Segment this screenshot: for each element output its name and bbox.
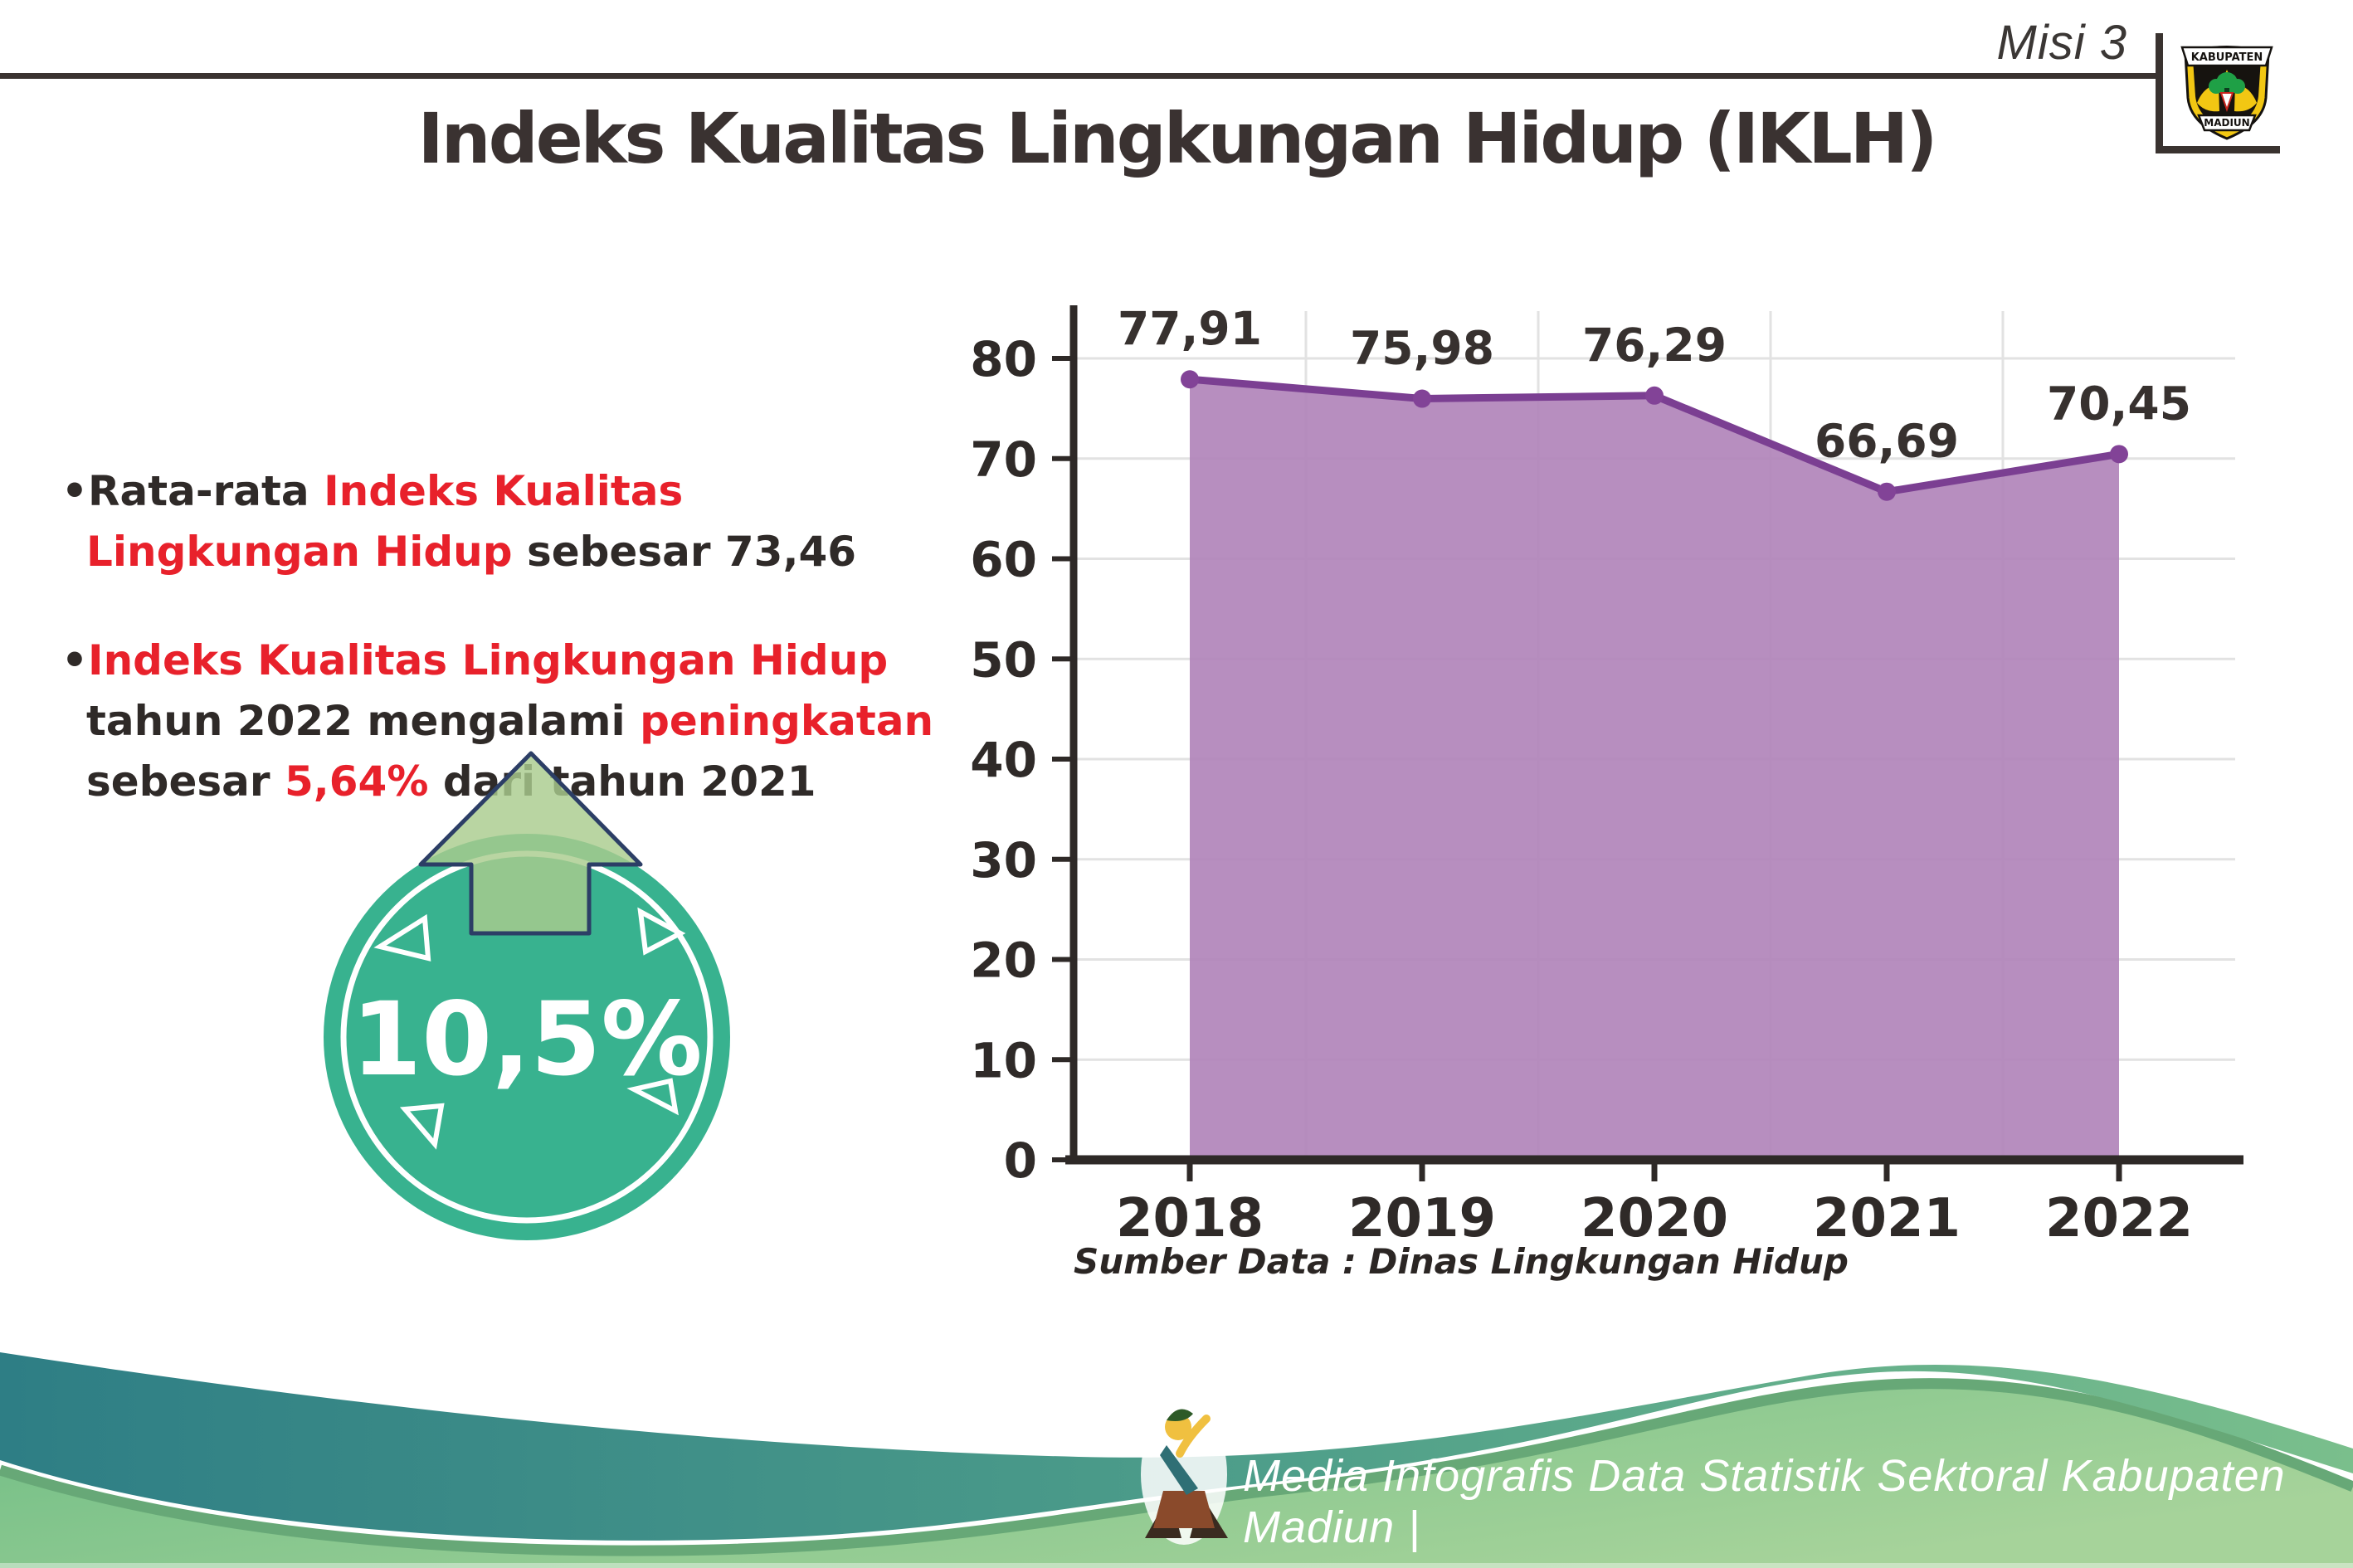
x-tick-label: 2022	[2045, 1188, 2193, 1249]
mascot-skirt	[1153, 1491, 1215, 1528]
logo-frame-vertical	[2156, 33, 2163, 153]
x-tick-label: 2021	[1813, 1188, 1961, 1249]
x-tick-label: 2018	[1116, 1188, 1264, 1249]
footer-hill-rim	[0, 1378, 2353, 1556]
up-arrow-icon	[418, 751, 643, 936]
value-label: 76,29	[1582, 319, 1727, 372]
sparkle-triangle-icon	[637, 907, 686, 956]
value-label: 77,91	[1118, 302, 1262, 355]
logo-top-text: KABUPATEN	[2191, 51, 2263, 64]
logo-frame-horizontal	[2156, 146, 2280, 153]
iklh-area-chart: 0 10 20 30 40 50 60 70 80 2018 2019 2020 2021 2022 77,…	[970, 302, 2243, 1249]
logo-center-emblem	[2219, 92, 2234, 113]
footer-caption: Media Infografis Data Statistik Sektoral…	[1243, 1451, 2286, 1552]
bullet-text-highlight: peningkatan	[640, 697, 934, 745]
y-tick-label: 30	[970, 832, 1037, 889]
bullet-icon: •	[61, 636, 88, 684]
mascot-leaf-hat	[1167, 1409, 1193, 1421]
data-point	[1645, 386, 1664, 405]
logo-bottom-banner	[2197, 114, 2257, 132]
value-label: 66,69	[1815, 415, 1959, 468]
sparkle-triangle-icon	[626, 1078, 679, 1116]
bullet-text-highlight: Indeks Kualitas Lingkungan Hidup	[86, 467, 684, 576]
logo-tree-canopy	[2216, 72, 2238, 94]
kabupaten-madiun-logo: KABUPATEN MADIUN	[2180, 46, 2273, 140]
data-point	[1181, 370, 1199, 389]
y-tick-label: 50	[970, 631, 1037, 688]
bullet-text: tahun 2022 mengalami	[86, 697, 641, 745]
bullet-text: sebesar 73,46	[512, 528, 857, 576]
x-tick-label: 2019	[1348, 1188, 1496, 1249]
bullet-text: Rata-rata	[87, 467, 324, 515]
bullet-text-highlight: Indeks Kualitas Lingkungan Hidup	[87, 636, 889, 684]
y-tick-label: 70	[970, 431, 1037, 488]
footer-green-hill	[0, 1383, 2353, 1568]
x-tick-label: 2020	[1581, 1188, 1728, 1249]
logo-bottom-text: MADIUN	[2204, 117, 2249, 129]
header-rule	[0, 73, 2157, 79]
page-title: Indeks Kualitas Lingkungan Hidup (IKLH)	[417, 98, 1938, 179]
chart-source: Sumber Data : Dinas Lingkungan Hidup	[1074, 1241, 1849, 1282]
bullet-text: sebesar	[86, 757, 285, 806]
misi-label: Misi 3	[1996, 16, 2127, 70]
area-fill	[1190, 379, 2119, 1160]
increase-badge: 10,5%	[324, 751, 730, 1240]
bullet-increase-2022: •Indeks Kualitas Lingkungan Hidup tahun …	[61, 631, 957, 812]
bullet-icon: •	[61, 467, 88, 515]
value-label: 75,98	[1350, 322, 1494, 375]
footer-bottom-strip	[0, 1563, 2353, 1568]
mascot-sash	[1160, 1445, 1198, 1495]
bullet-average-iklh: •Rata-rata Indeks Kualitas Lingkungan Hi…	[61, 461, 957, 582]
y-tick-label: 60	[970, 532, 1037, 588]
sparkle-triangle-icon	[373, 913, 431, 962]
data-point	[1413, 389, 1431, 408]
insight-bullets: •Rata-rata Indeks Kualitas Lingkungan Hi…	[61, 461, 957, 860]
y-tick-label: 40	[970, 732, 1037, 788]
y-tick-label: 80	[970, 331, 1037, 387]
footer-waves	[0, 1352, 2353, 1568]
value-label: 70,45	[2047, 377, 2191, 430]
mascot-arm	[1176, 1415, 1211, 1458]
badge-percentage: 10,5%	[351, 981, 702, 1098]
data-point	[2110, 445, 2128, 464]
footer-teal-wave	[0, 1352, 2353, 1541]
data-point	[1878, 482, 1896, 501]
sparkle-triangle-icon	[399, 1103, 445, 1150]
y-tick-label: 0	[1004, 1132, 1037, 1189]
logo-top-banner	[2180, 46, 2273, 67]
mascot-figure	[1141, 1404, 1228, 1545]
y-tick-label: 10	[970, 1032, 1037, 1088]
y-tick-label: 20	[970, 933, 1037, 989]
bullet-text-highlight: 5,64%	[284, 757, 429, 806]
